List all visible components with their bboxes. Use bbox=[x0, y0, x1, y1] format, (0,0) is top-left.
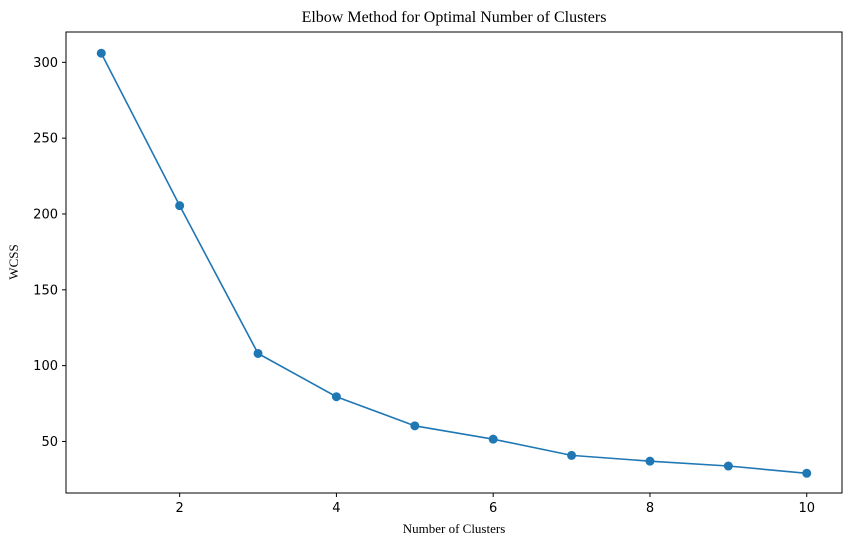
x-tick-label: 2 bbox=[176, 501, 184, 516]
y-tick-label: 250 bbox=[33, 132, 58, 147]
x-axis-label: Number of Clusters bbox=[403, 521, 506, 536]
data-point bbox=[567, 450, 577, 460]
data-point bbox=[645, 456, 655, 466]
data-point bbox=[488, 434, 498, 444]
x-tick-label: 4 bbox=[332, 501, 340, 516]
chart-title: Elbow Method for Optimal Number of Clust… bbox=[302, 9, 607, 26]
plot-frame bbox=[65, 31, 843, 494]
data-point bbox=[331, 392, 341, 402]
y-tick-label: 100 bbox=[33, 359, 58, 374]
x-tick-label: 10 bbox=[798, 501, 815, 516]
y-axis-ticks: 50 100 150 200 250 300 bbox=[33, 56, 66, 450]
y-tick-label: 200 bbox=[33, 207, 58, 222]
x-tick-label: 6 bbox=[489, 501, 497, 516]
data-point bbox=[96, 48, 106, 58]
series-line bbox=[100, 52, 807, 475]
y-axis-label: WCSS bbox=[6, 244, 21, 279]
x-tick-label: 8 bbox=[646, 501, 654, 516]
y-tick-label: 150 bbox=[33, 283, 58, 298]
data-point bbox=[175, 201, 185, 211]
y-tick-label: 50 bbox=[41, 435, 58, 450]
x-axis-ticks: 2 4 6 8 10 bbox=[176, 493, 815, 516]
plot-background bbox=[66, 32, 842, 493]
series-group bbox=[96, 48, 812, 478]
data-point bbox=[410, 421, 420, 431]
data-point bbox=[253, 348, 263, 358]
data-point bbox=[802, 468, 812, 478]
data-point bbox=[723, 461, 733, 471]
y-tick-label: 300 bbox=[33, 56, 58, 71]
